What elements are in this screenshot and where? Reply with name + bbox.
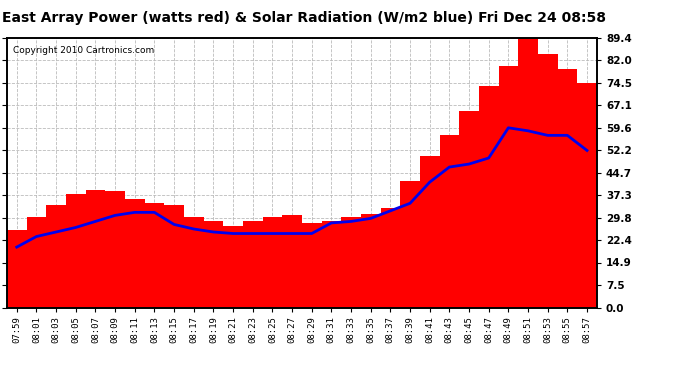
Bar — [361, 214, 381, 308]
Text: East Array Power (watts red) & Solar Radiation (W/m2 blue) Fri Dec 24 08:58: East Array Power (watts red) & Solar Rad… — [1, 11, 606, 25]
Text: Copyright 2010 Cartronics.com: Copyright 2010 Cartronics.com — [13, 46, 154, 55]
Bar — [243, 221, 263, 308]
Bar — [342, 217, 361, 308]
Bar — [145, 203, 164, 308]
Bar — [440, 135, 460, 308]
Bar — [86, 190, 106, 308]
Bar — [224, 226, 243, 308]
Bar — [460, 111, 479, 308]
Bar — [46, 205, 66, 308]
Bar — [499, 66, 518, 308]
Bar — [262, 217, 282, 308]
Bar — [381, 208, 400, 308]
Bar — [400, 181, 420, 308]
Bar — [538, 54, 558, 307]
Bar — [322, 221, 342, 308]
Bar — [204, 221, 224, 308]
Bar — [578, 82, 597, 308]
Bar — [558, 69, 577, 308]
Bar — [184, 217, 204, 308]
Bar — [125, 199, 145, 308]
Bar — [420, 156, 440, 308]
Bar — [106, 191, 125, 308]
Bar — [518, 38, 538, 308]
Bar — [66, 194, 86, 308]
Bar — [27, 217, 46, 308]
Bar — [7, 231, 27, 308]
Bar — [164, 205, 184, 308]
Bar — [302, 223, 322, 308]
Bar — [479, 86, 499, 308]
Bar — [282, 215, 302, 308]
